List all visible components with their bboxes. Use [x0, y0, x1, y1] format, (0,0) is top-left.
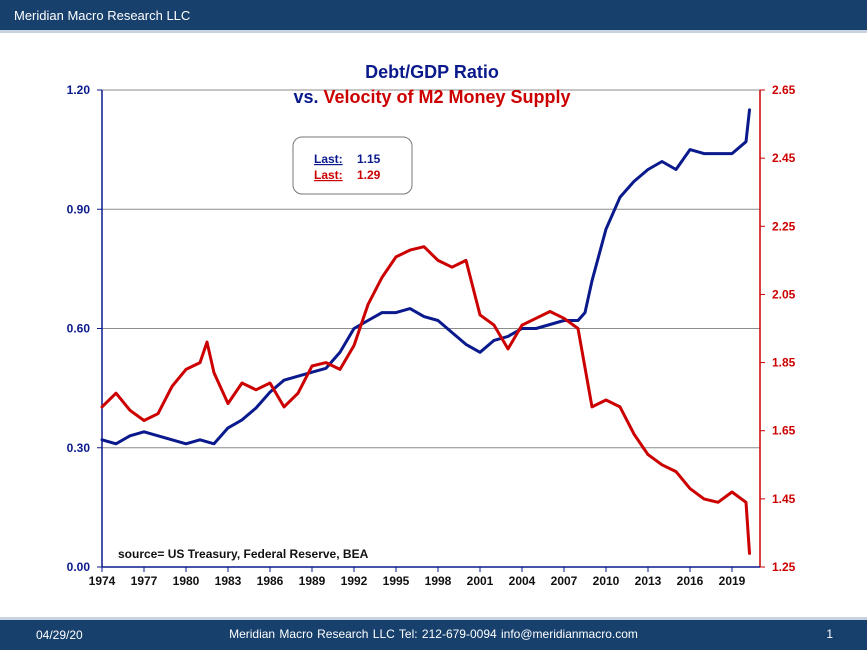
x-tick-label-1: 1977	[131, 574, 158, 588]
x-tick-label-4: 1986	[257, 574, 284, 588]
grid-lines	[102, 89, 760, 449]
x-tick-label-15: 2019	[719, 574, 746, 588]
right-tick-label-4: 2.05	[772, 287, 796, 301]
x-tick-label-5: 1989	[299, 574, 326, 588]
header-title: Meridian Macro Research LLC	[14, 8, 191, 23]
footer-page-number: 1	[826, 627, 833, 641]
legend-box: Last: 1.15 Last: 1.29	[292, 136, 413, 195]
right-tick-label-2: 1.65	[772, 424, 796, 438]
debt-gdp-line	[100, 108, 751, 446]
right-axis-ticks: 1.25 1.45 1.65 1.85 2.05 2.25 2.45 2.65	[760, 83, 796, 574]
source-note: source= US Treasury, Federal Reserve, BE…	[118, 547, 369, 561]
right-tick-label-5: 2.25	[772, 219, 796, 233]
right-tick-label-6: 2.45	[772, 151, 796, 165]
x-tick-label-13: 2013	[635, 574, 662, 588]
chart-title-line2: vs. Velocity of M2 Money Supply	[293, 87, 570, 107]
m2-velocity-line	[100, 245, 751, 555]
x-tick-label-14: 2016	[677, 574, 704, 588]
left-tick-label-2: 0.60	[67, 322, 91, 336]
legend-blue-value: 1.15	[357, 152, 381, 166]
footer-bar: 04/29/20 Meridian Macro Research LLC Tel…	[0, 620, 867, 650]
x-tick-label-0: 1974	[89, 574, 116, 588]
series-lines	[100, 108, 751, 555]
x-tick-label-9: 2001	[467, 574, 494, 588]
left-tick-label-0: 0.00	[67, 560, 91, 574]
left-tick-label-1: 0.30	[67, 441, 91, 455]
x-tick-label-3: 1983	[215, 574, 242, 588]
x-tick-label-12: 2010	[593, 574, 620, 588]
header-bar: Meridian Macro Research LLC	[0, 0, 867, 30]
legend-blue-label: Last:	[314, 152, 343, 166]
chart-title-line1: Debt/GDP Ratio	[365, 62, 499, 82]
right-tick-label-1: 1.45	[772, 492, 796, 506]
x-tick-label-8: 1998	[425, 574, 452, 588]
footer-divider	[0, 617, 867, 620]
footer-contact: Meridian Macro Research LLC Tel: 212-679…	[229, 627, 638, 641]
x-tick-label-7: 1995	[383, 574, 410, 588]
x-tick-label-11: 2007	[551, 574, 578, 588]
x-tick-label-6: 1992	[341, 574, 368, 588]
chart-title-prefix: vs.	[293, 87, 323, 107]
legend-red-value: 1.29	[357, 168, 381, 182]
x-axis-ticks: 1974 1977 1980 1983 1986 1989 1992 1995 1998 2001…	[89, 567, 746, 588]
header-divider	[0, 30, 867, 33]
right-tick-label-7: 2.65	[772, 83, 796, 97]
left-tick-label-3: 0.90	[67, 202, 91, 216]
legend-frame	[292, 136, 413, 195]
left-tick-label-4: 1.20	[67, 83, 91, 97]
debt-gdp-velocity-chart: 0.00 0.30 0.60 0.90 1.20 1.25 1.45 1.65 1.85 2.0…	[67, 62, 796, 588]
footer-date: 04/29/20	[36, 628, 83, 642]
left-axis-ticks: 0.00 0.30 0.60 0.90 1.20	[67, 83, 102, 574]
right-tick-label-0: 1.25	[772, 560, 796, 574]
chart-title-red: Velocity of M2 Money Supply	[323, 87, 570, 107]
legend-red-label: Last:	[314, 168, 343, 182]
right-tick-label-3: 1.85	[772, 356, 796, 370]
x-tick-label-10: 2004	[509, 574, 536, 588]
x-tick-label-2: 1980	[173, 574, 200, 588]
